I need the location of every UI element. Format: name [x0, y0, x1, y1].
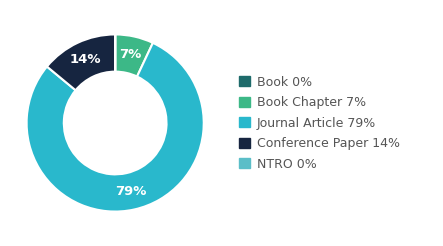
Wedge shape [47, 34, 115, 90]
Text: 14%: 14% [70, 53, 101, 66]
Legend: Book 0%, Book Chapter 7%, Journal Article 79%, Conference Paper 14%, NTRO 0%: Book 0%, Book Chapter 7%, Journal Articl… [237, 73, 402, 173]
Wedge shape [115, 34, 153, 77]
Text: 7%: 7% [119, 48, 142, 61]
Text: 79%: 79% [115, 185, 146, 198]
Wedge shape [27, 43, 204, 212]
